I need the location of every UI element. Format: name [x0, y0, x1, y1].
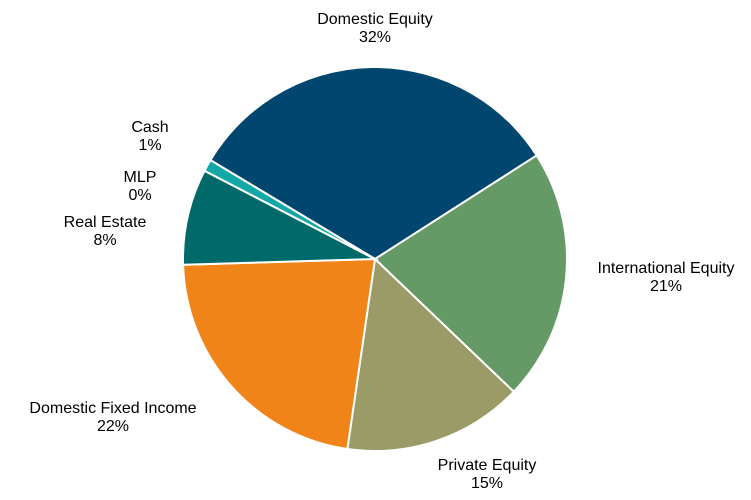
slice-value-label: 22% — [97, 418, 129, 435]
pie-slice — [182, 257, 377, 451]
slice-value-label: 15% — [471, 475, 503, 492]
slice-value-label: 32% — [359, 29, 391, 46]
slice-label: Domestic Equity — [317, 11, 433, 28]
slice-value-label: 21% — [650, 278, 682, 295]
slice-value-label: 1% — [138, 137, 161, 154]
slice-label: Real Estate — [64, 214, 147, 231]
slice-label: Private Equity — [438, 457, 537, 474]
pie-slice — [209, 66, 539, 261]
slice-label: MLP — [124, 169, 157, 186]
slice-label: Domestic Fixed Income — [29, 400, 196, 417]
slice-label: International Equity — [598, 260, 735, 277]
pie-slice — [182, 169, 379, 266]
pie-slice — [203, 158, 376, 260]
pie-slice — [346, 256, 516, 452]
slice-value-label: 0% — [128, 187, 151, 204]
pie-slice — [373, 154, 568, 394]
slice-value-label: 8% — [93, 232, 116, 249]
slice-label: Cash — [131, 119, 168, 136]
